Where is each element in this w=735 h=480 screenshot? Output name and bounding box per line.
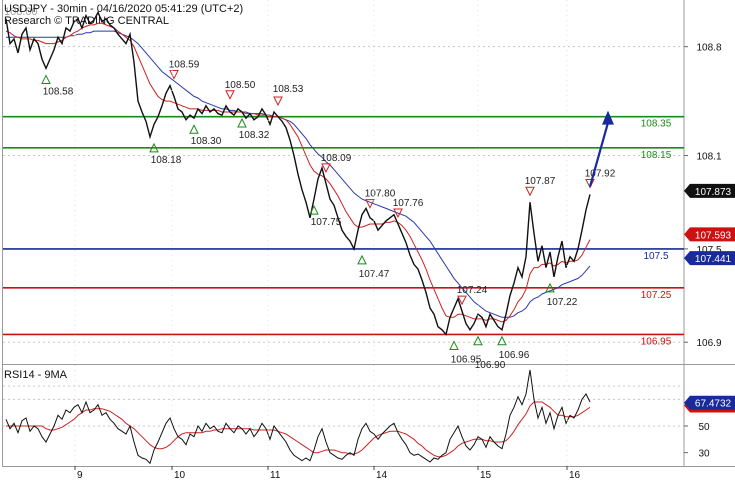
price-axis: 106.9 107.5 108.1 108.8 <box>684 43 722 349</box>
chart-header-source: Research © TRADING CENTRAL <box>4 15 169 27</box>
price-axis-label: 108.1 <box>696 152 721 163</box>
support-resistance-levels: 108.35 108.15 107.5 107.25 106.95 <box>3 115 684 347</box>
pivot-low-label: 108.18 <box>151 155 182 166</box>
current-price-tag-bg <box>684 183 735 198</box>
time-axis-label: 9 <box>77 470 83 480</box>
current-price-tag: 107.873 <box>695 187 732 198</box>
chart-header-title: USDJPY - 30min - 04/16/2020 05:41:29 (UT… <box>4 3 243 15</box>
pivot-low-label: 106.90 <box>475 360 506 371</box>
ma-red-price-tag-bg <box>684 227 735 242</box>
pivot-high-label: 108.59 <box>169 60 200 71</box>
price-axis-label: 108.8 <box>696 43 721 54</box>
pivot-high-marker <box>225 90 235 100</box>
ma-red-price-tag: 107.593 <box>695 230 732 241</box>
pivot-high-marker <box>321 163 331 174</box>
corner-price-label: 108.00 <box>4 6 38 18</box>
pivot-low-label: 106.96 <box>499 350 530 361</box>
pivot-high-label: 107.80 <box>365 189 396 200</box>
level-label: 106.95 <box>641 336 672 347</box>
pivot-high-label: 108.53 <box>273 84 304 95</box>
pivot-high-marker <box>525 186 535 197</box>
pivot-high-label: 107.92 <box>585 168 616 179</box>
pivot-low-marker <box>189 124 199 134</box>
pivot-high-label: 107.24 <box>457 285 488 296</box>
ma-blue-line <box>6 30 591 318</box>
price-tags: 107.593 107.441 107.873 <box>684 183 735 266</box>
ma-blue-price-tag-bg <box>684 251 735 266</box>
pivot-low-marker <box>473 335 483 346</box>
pivot-low-marker <box>497 335 507 346</box>
pivot-high-marker <box>169 70 179 80</box>
pivot-low-label: 107.75 <box>311 217 342 228</box>
ma-blue-price-tag: 107.441 <box>695 254 732 265</box>
projection-arrowhead <box>602 110 614 125</box>
pivot-high-marker <box>457 295 467 306</box>
pivot-high-label: 107.87 <box>525 176 556 187</box>
pivot-high-marker <box>393 208 403 219</box>
pivot-low-label: 108.58 <box>43 86 74 97</box>
pivot-high-label: 107.76 <box>393 198 424 209</box>
pivot-low-label: 108.32 <box>239 130 270 141</box>
price-axis-label: 107.5 <box>696 245 721 256</box>
rsi-axis-label: 30 <box>698 449 710 460</box>
pivot-low-marker <box>41 74 51 84</box>
level-label: 107.5 <box>643 251 668 262</box>
rsi-line <box>5 369 591 465</box>
pivot-high-label: 108.09 <box>321 153 352 164</box>
pivot-low-label: 107.22 <box>547 297 578 308</box>
level-label: 108.15 <box>641 150 672 161</box>
level-label: 108.35 <box>641 119 672 130</box>
rsi-panel: 305065.415467.4732 <box>3 369 735 465</box>
pivot-low-marker <box>357 254 367 265</box>
rsi-current-tag-bg <box>684 395 735 410</box>
pivot-low-marker <box>149 142 159 153</box>
rsi-ma-line <box>6 401 591 458</box>
price-panel-frame <box>2 0 735 364</box>
pivot-high-marker <box>273 96 283 107</box>
pivot-low-label: 106.95 <box>451 354 482 365</box>
pivot-high-marker <box>365 199 375 209</box>
projection-arrow <box>588 110 614 187</box>
time-axis-label: 10 <box>174 470 186 480</box>
projection-line <box>588 122 610 187</box>
price-line <box>5 10 591 336</box>
pivot-low-marker <box>545 282 555 293</box>
pivot-low-marker <box>449 340 459 350</box>
time-axis-label: 14 <box>376 470 388 480</box>
rsi-title: RSI14 - 9MA <box>4 369 68 381</box>
price-axis-label: 106.9 <box>696 338 721 349</box>
time-axis-label: 16 <box>569 470 581 480</box>
pivot-low-label: 108.30 <box>191 136 222 147</box>
time-axis-label: 15 <box>480 470 492 480</box>
pivot-low-label: 107.47 <box>359 269 390 280</box>
price-series <box>5 10 591 336</box>
pivot-low-marker <box>309 204 319 215</box>
time-axis-label: 11 <box>270 470 281 480</box>
pivot-low-marker <box>237 117 247 128</box>
time-axis: 9 10 11 14 15 16 <box>74 0 581 480</box>
pivot-markers: 108.58 108.59 108.18 108.30 108.50 108.32 108.… <box>41 60 616 371</box>
rsi-axis-label: 50 <box>698 422 710 433</box>
level-label: 107.25 <box>641 290 672 301</box>
pivot-high-label: 108.50 <box>225 80 256 91</box>
rsi-current-tag: 67.4732 <box>695 399 732 410</box>
